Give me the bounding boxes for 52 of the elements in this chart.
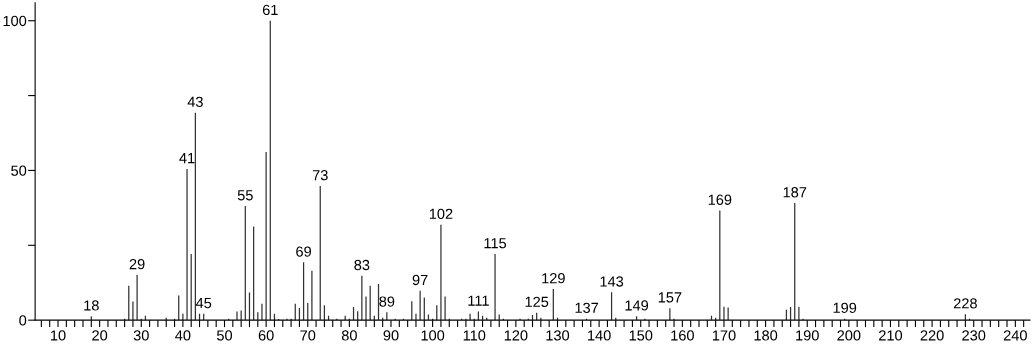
x-tick-label: 100 [421,330,445,341]
annotation: 41 [179,153,195,164]
annotation: 45 [195,298,212,309]
x-tick-label: 240 [1003,330,1027,341]
annotation: 125 [525,296,549,308]
x-tick-label: 210 [879,330,903,341]
annotation: 143 [600,276,624,287]
y-tick-label: 50 [11,165,27,176]
x-tick-label: 120 [504,330,528,341]
annotation: 129 [542,273,565,284]
x-tick-label: 230 [962,330,986,341]
y-tick-label: 0 [19,315,27,326]
annotation: 83 [354,259,370,271]
x-tick-label: 170 [712,330,736,341]
annotation: 29 [129,258,145,270]
annotation: 137 [575,302,599,313]
x-tick-label: 180 [754,330,778,341]
annotation: 199 [833,302,857,313]
x-tick-label: 20 [92,330,108,341]
x-tick-label: 50 [216,330,233,341]
x-tick-label: 140 [588,330,611,341]
x-tick-label: 160 [671,330,694,341]
x-tick-label: 200 [837,330,861,341]
x-tick-label: 70 [300,330,316,341]
x-tick-label: 90 [383,330,399,341]
annotation: 73 [312,170,328,181]
x-tick-label: 60 [258,330,274,341]
x-tick-label: 10 [51,330,66,341]
y-tick-label: 100 [3,15,27,27]
annotation: 69 [296,246,312,257]
x-tick-label: 130 [546,330,570,341]
annotation: 157 [658,292,682,303]
x-tick-label: 150 [629,330,653,341]
annotation: 111 [468,295,489,306]
x-tick-label: 190 [796,330,819,341]
x-tick-label: 40 [175,330,191,341]
annotation: 97 [412,274,428,286]
annotation: 228 [953,298,977,309]
annotation: 149 [625,300,649,311]
annotation: 55 [237,190,253,201]
annotation: 43 [187,96,203,107]
annotation: 115 [484,238,507,249]
x-tick-label: 30 [133,330,149,341]
annotation: 187 [783,187,807,198]
annotation: 61 [262,4,278,16]
x-tick-label: 220 [920,330,944,341]
annotation: 89 [379,296,395,307]
annotation: 18 [84,300,99,311]
annotation: 102 [429,208,453,219]
annotation: 169 [708,194,732,205]
x-tick-label: 110 [463,330,486,341]
x-tick-label: 80 [341,330,357,341]
